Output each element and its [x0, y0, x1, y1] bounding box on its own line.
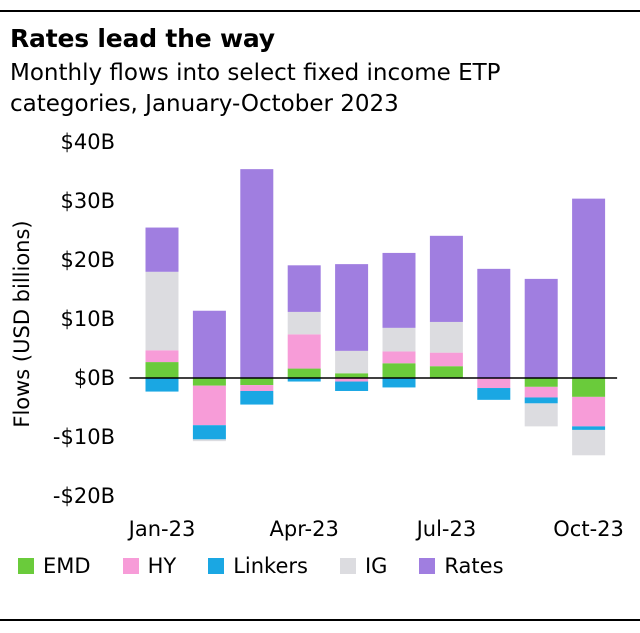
bar-segment-ig-sep-23	[524, 403, 558, 427]
bar-segment-hy-sep-23	[524, 386, 558, 398]
bar-segment-ig-jun-23	[382, 327, 416, 352]
bar-segment-hy-feb-23	[192, 385, 226, 426]
bar-segment-hy-oct-23	[572, 396, 606, 427]
bar-segment-rates-aug-23	[477, 268, 511, 378]
legend-item-rates: Rates	[419, 554, 504, 578]
bar-segment-linkers-may-23	[335, 381, 369, 391]
bar-segment-hy-aug-23	[477, 378, 511, 389]
bar-segment-ig-may-23	[335, 350, 369, 374]
legend-swatch	[208, 558, 225, 574]
bar-segment-hy-jan-23	[145, 350, 179, 363]
bar-series	[145, 169, 606, 456]
bar-segment-rates-sep-23	[524, 278, 558, 378]
bar-segment-emd-apr-23	[287, 368, 321, 378]
x-tick-label: Oct-23	[553, 517, 624, 541]
legend-label: Linkers	[233, 554, 308, 578]
y-tick-label: $40B	[61, 130, 116, 154]
bar-segment-emd-oct-23	[572, 378, 606, 397]
bar-segment-emd-sep-23	[524, 378, 558, 387]
legend-item-ig: IG	[339, 554, 388, 578]
bar-segment-ig-oct-23	[572, 429, 606, 456]
bar-segment-hy-apr-23	[287, 334, 321, 369]
stacked-bar-chart: -$20B -$10B $0B $10B $20B $30B $40B Flows (USD…	[10, 130, 624, 541]
bar-segment-linkers-apr-23	[287, 378, 321, 382]
bar-segment-hy-mar-23	[240, 385, 274, 391]
bottom-rule	[0, 619, 640, 621]
y-axis-tick-labels: -$20B -$10B $0B $10B $20B $30B $40B	[53, 130, 115, 508]
bar-segment-emd-jun-23	[382, 363, 416, 378]
legend-item-emd: EMD	[18, 554, 91, 578]
x-tick-label: Apr-23	[270, 517, 339, 541]
y-tick-label: $10B	[61, 307, 116, 331]
bar-segment-rates-mar-23	[240, 169, 274, 378]
bar-segment-linkers-sep-23	[524, 397, 558, 404]
bar-segment-rates-apr-23	[287, 265, 321, 312]
bar-segment-rates-jan-23	[145, 227, 179, 272]
bar-segment-linkers-jun-23	[382, 378, 416, 388]
legend-item-linkers: Linkers	[208, 554, 308, 578]
legend: EMD HY Linkers IG Rates	[18, 552, 504, 580]
bar-segment-hy-jun-23	[382, 351, 416, 364]
legend-swatch	[122, 558, 139, 574]
chart-title: Rates lead the way	[10, 24, 275, 53]
bar-segment-rates-feb-23	[192, 310, 226, 378]
bar-segment-linkers-feb-23	[192, 425, 226, 440]
bar-segment-hy-may-23	[335, 378, 369, 382]
y-tick-label: $0B	[74, 366, 115, 390]
bar-segment-emd-may-23	[335, 373, 369, 378]
bar-segment-rates-jun-23	[382, 252, 416, 328]
x-tick-label: Jan-23	[127, 517, 196, 541]
y-tick-label: -$20B	[53, 484, 115, 508]
chart-subtitle: Monthly flows into select fixed income E…	[10, 60, 501, 117]
bar-segment-ig-jul-23	[429, 321, 463, 353]
y-tick-label: $30B	[61, 189, 116, 213]
bar-segment-emd-feb-23	[192, 378, 226, 386]
legend-swatch	[339, 558, 356, 574]
legend-label: EMD	[43, 554, 91, 578]
bar-segment-emd-mar-23	[240, 378, 274, 386]
bar-segment-rates-may-23	[335, 264, 369, 351]
bar-segment-rates-oct-23	[572, 198, 606, 378]
bar-segment-ig-apr-23	[287, 311, 321, 335]
y-axis-title: Flows (USD billions)	[10, 220, 34, 427]
top-rule	[0, 10, 640, 12]
bar-segment-linkers-aug-23	[477, 388, 511, 400]
legend-label: Rates	[444, 554, 504, 578]
bar-segment-linkers-jan-23	[145, 378, 179, 392]
bar-segment-emd-jan-23	[145, 362, 179, 378]
x-axis-tick-labels: Jan-23 Apr-23 Jul-23 Oct-23	[127, 517, 624, 541]
legend-item-hy: HY	[122, 554, 177, 578]
bar-segment-emd-jul-23	[429, 366, 463, 378]
bar-segment-ig-jan-23	[145, 271, 179, 351]
legend-swatch	[419, 558, 436, 574]
bar-segment-rates-jul-23	[429, 235, 463, 322]
bar-segment-hy-jul-23	[429, 352, 463, 367]
x-tick-label: Jul-23	[415, 517, 477, 541]
y-tick-label: -$10B	[53, 425, 115, 449]
legend-label: IG	[364, 554, 388, 578]
y-tick-label: $20B	[61, 248, 116, 272]
bar-segment-linkers-mar-23	[240, 390, 274, 405]
legend-swatch	[18, 558, 34, 574]
bar-segment-linkers-oct-23	[572, 426, 606, 430]
bar-segment-ig-feb-23	[192, 439, 226, 442]
legend-label: HY	[147, 554, 177, 578]
